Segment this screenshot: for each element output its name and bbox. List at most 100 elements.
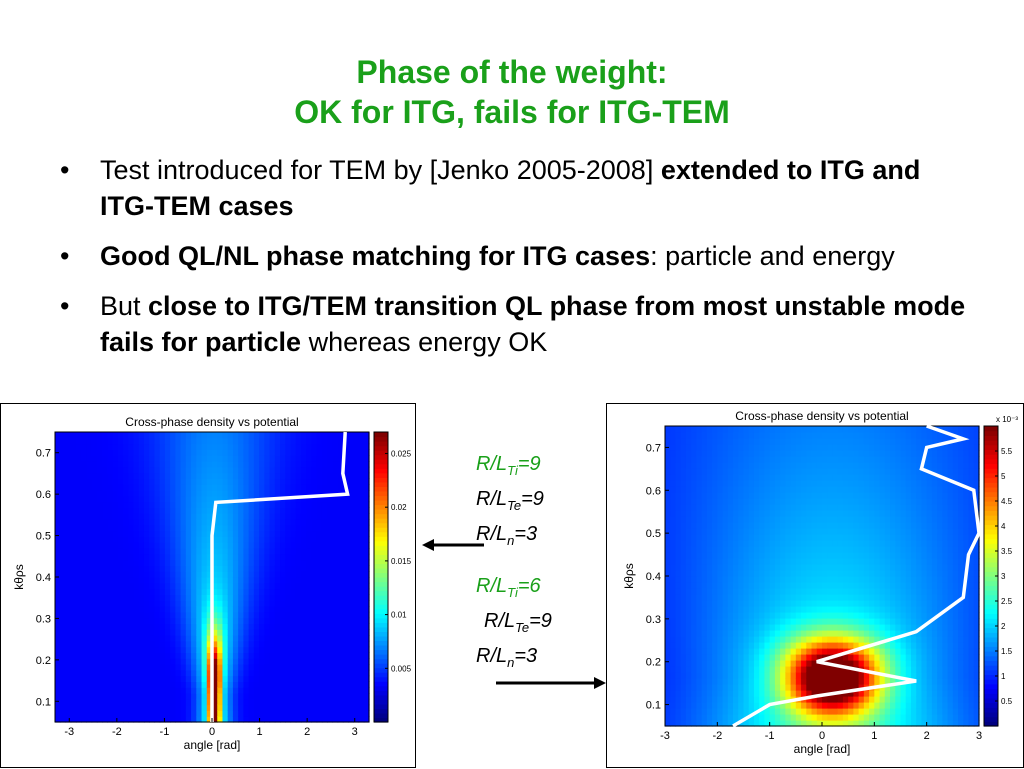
heatmap-cell	[806, 642, 812, 649]
heatmap-cell	[744, 678, 750, 685]
heatmap-cell	[228, 606, 234, 612]
heatmap-cell	[717, 630, 723, 637]
heatmap-cell	[134, 687, 140, 693]
heatmap-cell	[222, 455, 228, 461]
heatmap-cell	[791, 474, 797, 481]
heatmap-cell	[139, 600, 145, 606]
heatmap-cell	[822, 594, 828, 601]
heatmap-cell	[317, 502, 323, 508]
heatmap-cell	[686, 714, 692, 721]
heatmap-cell	[81, 513, 87, 519]
heatmap-cell	[71, 681, 77, 687]
heatmap-cell	[670, 588, 676, 595]
heatmap-cell	[817, 426, 823, 433]
heatmap-cell	[749, 504, 755, 511]
heatmap-cell	[817, 432, 823, 439]
heatmap-cell	[264, 507, 270, 513]
heatmap-cell	[702, 564, 708, 571]
heatmap-cell	[853, 546, 859, 553]
heatmap-cell	[165, 577, 171, 583]
heatmap-cell	[759, 474, 765, 481]
heatmap-cell	[353, 502, 359, 508]
heatmap-cell	[675, 498, 681, 505]
heatmap-cell	[675, 588, 681, 595]
heatmap-cell	[86, 705, 92, 711]
heatmap-cell	[832, 630, 838, 637]
heatmap-cell	[707, 702, 713, 709]
heatmap-cell	[702, 546, 708, 553]
colorbar-step	[374, 518, 388, 523]
heatmap-cell	[696, 576, 702, 583]
heatmap-cell	[55, 507, 61, 513]
heatmap-cell	[859, 636, 865, 643]
heatmap-cell	[796, 666, 802, 673]
heatmap-cell	[291, 490, 297, 496]
heatmap-cell	[170, 571, 176, 577]
heatmap-cell	[128, 641, 134, 647]
heatmap-cell	[696, 660, 702, 667]
heatmap-cell	[670, 444, 676, 451]
heatmap-cell	[332, 467, 338, 473]
heatmap-cell	[832, 570, 838, 577]
heatmap-cell	[812, 618, 818, 625]
heatmap-cell	[259, 461, 265, 467]
heatmap-cell	[238, 635, 244, 641]
heatmap-cell	[749, 444, 755, 451]
heatmap-cell	[259, 577, 265, 583]
heatmap-cell	[353, 618, 359, 624]
heatmap-cell	[113, 693, 119, 699]
heatmap-cell	[817, 570, 823, 577]
heatmap-cell	[196, 571, 202, 577]
heatmap-cell	[144, 693, 150, 699]
heatmap-cell	[353, 600, 359, 606]
heatmap-cell	[317, 606, 323, 612]
heatmap-cell	[332, 531, 338, 537]
heatmap-cell	[301, 531, 307, 537]
heatmap-cell	[723, 708, 729, 715]
heatmap-cell	[332, 635, 338, 641]
heatmap-cell	[165, 502, 171, 508]
heatmap-cell	[92, 705, 98, 711]
heatmap-cell	[55, 455, 61, 461]
heatmap-cell	[186, 513, 192, 519]
heatmap-cell	[686, 624, 692, 631]
heatmap-cell	[275, 600, 281, 606]
heatmap-cell	[806, 438, 812, 445]
heatmap-cell	[60, 502, 66, 508]
heatmap-cell	[801, 594, 807, 601]
heatmap-cell	[186, 542, 192, 548]
heatmap-cell	[165, 554, 171, 560]
heatmap-cell	[749, 426, 755, 433]
heatmap-cell	[65, 693, 71, 699]
heatmap-cell	[728, 588, 734, 595]
heatmap-cell	[81, 594, 87, 600]
heatmap-cell	[348, 438, 354, 444]
heatmap-cell	[791, 552, 797, 559]
heatmap-cell	[97, 594, 103, 600]
heatmap-cell	[55, 699, 61, 705]
heatmap-cell	[275, 536, 281, 542]
heatmap-cell	[764, 492, 770, 499]
heatmap-cell	[71, 652, 77, 658]
heatmap-cell	[832, 486, 838, 493]
heatmap-cell	[838, 714, 844, 721]
heatmap-cell	[306, 554, 312, 560]
heatmap-cell	[332, 606, 338, 612]
heatmap-cell	[322, 525, 328, 531]
heatmap-cell	[843, 618, 849, 625]
heatmap-cell	[744, 552, 750, 559]
colorbar-step	[374, 686, 388, 691]
heatmap-cell	[264, 583, 270, 589]
heatmap-cell	[817, 468, 823, 475]
heatmap-cell	[707, 594, 713, 601]
heatmap-cell	[338, 681, 344, 687]
heatmap-cell	[280, 629, 286, 635]
heatmap-cell	[843, 516, 849, 523]
heatmap-cell	[359, 589, 365, 595]
heatmap-cell	[254, 478, 260, 484]
heatmap-cell	[102, 565, 108, 571]
heatmap-cell	[291, 623, 297, 629]
heatmap-cell	[806, 522, 812, 529]
heatmap-cell	[754, 546, 760, 553]
heatmap-cell	[228, 594, 234, 600]
